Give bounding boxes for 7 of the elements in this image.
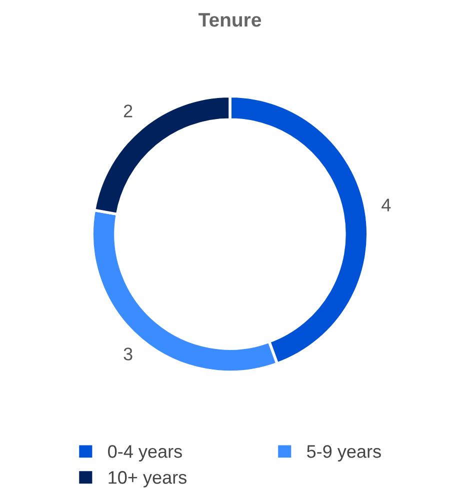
legend-label: 10+ years [108, 471, 186, 488]
legend-label: 5-9 years [307, 445, 381, 462]
chart-title: Tenure [198, 13, 262, 27]
data-label: 4 [382, 198, 391, 212]
data-label: 2 [124, 104, 132, 118]
data-label: 3 [124, 348, 132, 360]
legend-label: 0-4 years [108, 445, 182, 462]
